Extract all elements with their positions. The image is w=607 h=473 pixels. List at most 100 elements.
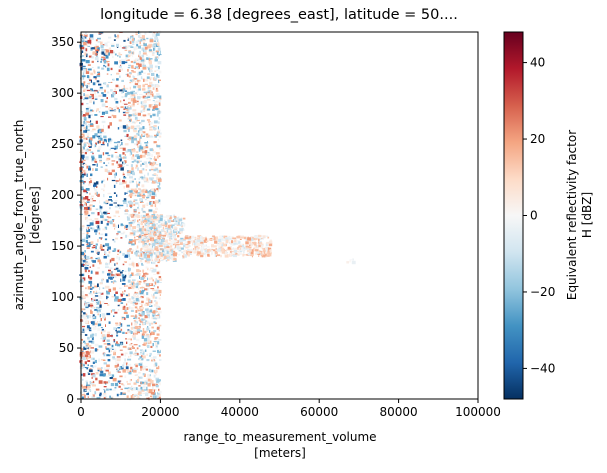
echo-cell xyxy=(131,285,134,288)
y-tick-label: 300 xyxy=(51,86,74,100)
echo-cell xyxy=(155,168,159,171)
echo-cell xyxy=(142,168,145,171)
echo-cell xyxy=(124,352,128,355)
echo-cell xyxy=(94,90,98,92)
echo-cell xyxy=(107,177,109,181)
echo-cell xyxy=(100,134,102,138)
echo-cell xyxy=(153,216,157,219)
echo-cell xyxy=(82,201,85,203)
echo-cell xyxy=(144,260,147,263)
echo-cell xyxy=(97,41,101,43)
echo-cell xyxy=(90,196,92,200)
echo-cell xyxy=(126,395,129,398)
echo-cell xyxy=(101,51,105,55)
echo-cell xyxy=(265,248,268,252)
echo-cell xyxy=(92,380,95,383)
echo-cell xyxy=(107,343,111,345)
echo-cell xyxy=(142,221,144,224)
echo-cell xyxy=(127,67,131,69)
echo-cell xyxy=(112,220,114,222)
echo-cell xyxy=(129,194,133,197)
echo-cell xyxy=(86,384,91,386)
echo-cell xyxy=(166,214,170,218)
echo-cell xyxy=(81,124,85,127)
echo-cell xyxy=(91,212,95,215)
echo-cell xyxy=(143,318,146,320)
echo-cell xyxy=(123,39,126,42)
echo-cell xyxy=(138,282,141,285)
echo-cell xyxy=(128,170,131,174)
echo-cell xyxy=(132,172,135,176)
echo-cell xyxy=(86,231,89,235)
echo-cell xyxy=(89,381,92,384)
echo-cell xyxy=(138,330,143,332)
echo-cell xyxy=(122,179,125,183)
echo-cell xyxy=(178,216,180,218)
echo-cell xyxy=(142,392,146,394)
echo-cell xyxy=(84,152,87,155)
echo-cell xyxy=(133,344,138,346)
echo-cell xyxy=(126,126,130,130)
y-tick-label: 100 xyxy=(51,290,74,304)
echo-cell xyxy=(108,349,111,353)
echo-cell xyxy=(94,309,97,311)
echo-cell xyxy=(137,396,140,400)
echo-cell xyxy=(120,59,125,63)
echo-cell xyxy=(239,252,242,255)
echo-cell xyxy=(113,240,116,243)
echo-cell xyxy=(266,255,269,257)
echo-cell xyxy=(147,231,151,233)
echo-cell xyxy=(115,291,118,294)
echo-cell xyxy=(130,37,133,41)
echo-cell xyxy=(171,250,176,254)
echo-cell xyxy=(109,377,114,379)
echo-cell xyxy=(86,201,90,203)
echo-cell xyxy=(168,233,173,236)
echo-cell xyxy=(90,47,95,50)
echo-cell xyxy=(100,292,104,295)
echo-cell xyxy=(143,236,147,238)
echo-cell xyxy=(145,164,148,168)
echo-cell xyxy=(135,112,139,115)
echo-cell xyxy=(151,316,154,320)
echo-cell xyxy=(90,48,93,51)
echo-cell xyxy=(103,58,106,62)
echo-cell xyxy=(92,322,95,326)
echo-cell xyxy=(141,358,144,361)
echo-cell xyxy=(109,395,111,399)
echo-cell xyxy=(98,94,102,97)
echo-cell xyxy=(106,67,110,72)
echo-cell xyxy=(115,267,119,270)
echo-cell xyxy=(176,232,178,235)
echo-cell xyxy=(142,95,147,99)
echo-cell xyxy=(254,252,258,255)
echo-cell xyxy=(176,244,180,246)
echo-cell xyxy=(141,300,144,304)
echo-cell xyxy=(90,306,94,308)
echo-cell xyxy=(129,194,132,198)
echo-cell xyxy=(171,248,174,251)
echo-cell xyxy=(92,135,96,139)
echo-cell xyxy=(132,178,134,182)
echo-cell xyxy=(349,259,354,261)
echo-cell xyxy=(125,228,128,230)
echo-cell xyxy=(147,172,149,176)
echo-cell xyxy=(224,235,228,238)
echo-cell xyxy=(88,85,90,87)
echo-cell xyxy=(157,111,161,115)
echo-cell xyxy=(133,128,135,131)
echo-cell xyxy=(93,184,97,187)
echo-cell xyxy=(144,241,148,244)
echo-cell xyxy=(152,279,154,282)
echo-cell xyxy=(101,49,105,51)
echo-cell xyxy=(88,181,91,184)
echo-cell xyxy=(92,82,96,86)
echo-cell xyxy=(94,143,97,147)
echo-cell xyxy=(96,301,99,305)
echo-cell xyxy=(114,296,119,300)
echo-cell xyxy=(159,394,161,397)
echo-cell xyxy=(127,279,131,283)
echo-cell xyxy=(103,82,105,85)
echo-cell xyxy=(197,235,202,238)
